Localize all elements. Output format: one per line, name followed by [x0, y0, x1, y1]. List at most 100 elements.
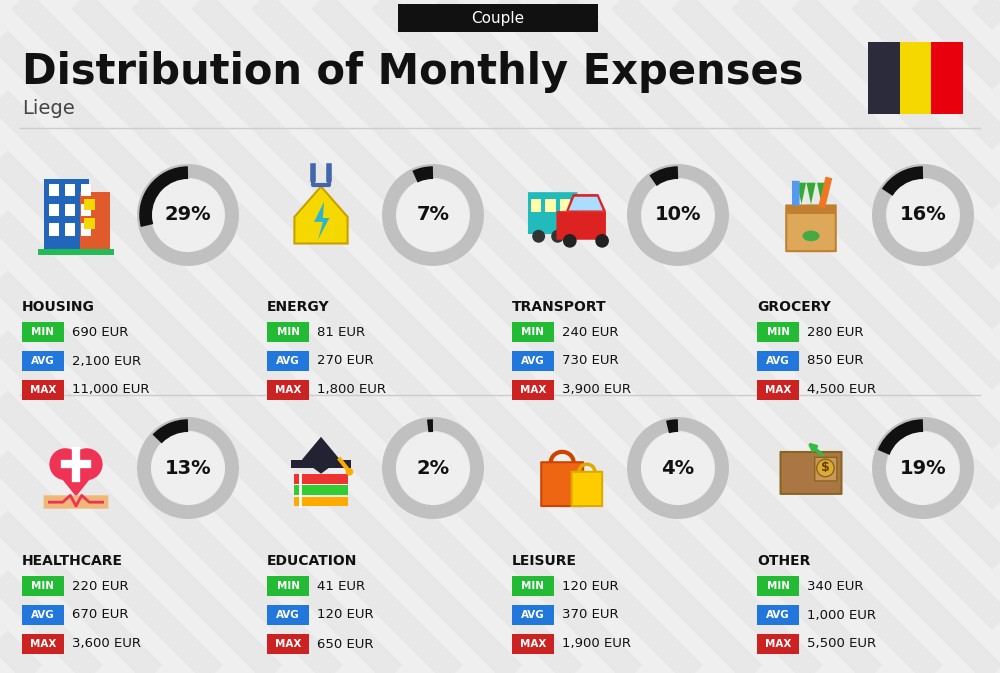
Polygon shape	[314, 202, 329, 240]
Text: 120 EUR: 120 EUR	[317, 608, 374, 621]
FancyBboxPatch shape	[781, 452, 841, 494]
Text: 3,900 EUR: 3,900 EUR	[562, 384, 631, 396]
Text: AVG: AVG	[31, 356, 55, 366]
FancyBboxPatch shape	[22, 605, 64, 625]
Polygon shape	[817, 182, 826, 205]
Text: 690 EUR: 690 EUR	[72, 326, 128, 339]
Text: 5,500 EUR: 5,500 EUR	[807, 637, 876, 651]
FancyBboxPatch shape	[22, 634, 64, 654]
Text: MIN: MIN	[32, 327, 54, 337]
Text: $: $	[821, 462, 830, 474]
FancyBboxPatch shape	[786, 205, 836, 214]
FancyBboxPatch shape	[49, 204, 59, 216]
Text: 730 EUR: 730 EUR	[562, 355, 619, 367]
Text: 270 EUR: 270 EUR	[317, 355, 374, 367]
FancyBboxPatch shape	[931, 42, 963, 114]
Text: 1,800 EUR: 1,800 EUR	[317, 384, 386, 396]
FancyBboxPatch shape	[512, 634, 554, 654]
Text: MAX: MAX	[520, 385, 546, 395]
FancyBboxPatch shape	[22, 351, 64, 371]
Text: 13%: 13%	[165, 458, 211, 478]
Text: EDUCATION: EDUCATION	[267, 554, 357, 568]
FancyBboxPatch shape	[65, 223, 75, 236]
FancyBboxPatch shape	[44, 179, 89, 251]
FancyBboxPatch shape	[84, 199, 95, 211]
FancyBboxPatch shape	[81, 223, 91, 236]
FancyBboxPatch shape	[294, 485, 348, 495]
Text: MIN: MIN	[32, 581, 54, 591]
Text: HEALTHCARE: HEALTHCARE	[22, 554, 123, 568]
Circle shape	[817, 459, 834, 476]
Text: AVG: AVG	[521, 610, 545, 620]
FancyBboxPatch shape	[38, 249, 114, 255]
FancyBboxPatch shape	[81, 184, 91, 196]
FancyBboxPatch shape	[531, 199, 541, 213]
Polygon shape	[806, 182, 816, 205]
Text: MIN: MIN	[767, 327, 790, 337]
Polygon shape	[302, 437, 340, 474]
Circle shape	[563, 234, 577, 248]
Text: 650 EUR: 650 EUR	[317, 637, 374, 651]
Text: 220 EUR: 220 EUR	[72, 579, 129, 592]
Text: 11,000 EUR: 11,000 EUR	[72, 384, 150, 396]
Circle shape	[346, 468, 353, 476]
FancyBboxPatch shape	[512, 322, 554, 342]
Text: 850 EUR: 850 EUR	[807, 355, 864, 367]
Text: AVG: AVG	[276, 610, 300, 620]
FancyBboxPatch shape	[84, 218, 95, 229]
FancyBboxPatch shape	[294, 497, 348, 506]
FancyBboxPatch shape	[545, 199, 556, 213]
Text: Liege: Liege	[22, 98, 75, 118]
FancyBboxPatch shape	[757, 576, 799, 596]
FancyBboxPatch shape	[267, 605, 309, 625]
FancyBboxPatch shape	[80, 192, 110, 249]
Circle shape	[49, 448, 81, 480]
FancyBboxPatch shape	[267, 576, 309, 596]
Circle shape	[595, 234, 609, 248]
FancyBboxPatch shape	[291, 460, 351, 468]
Text: MAX: MAX	[30, 385, 56, 395]
Text: HOUSING: HOUSING	[22, 300, 95, 314]
FancyBboxPatch shape	[900, 42, 931, 114]
Text: 340 EUR: 340 EUR	[807, 579, 864, 592]
Text: MAX: MAX	[765, 639, 791, 649]
Text: 29%: 29%	[165, 205, 211, 225]
Text: 10%: 10%	[655, 205, 701, 225]
FancyBboxPatch shape	[512, 576, 554, 596]
Circle shape	[397, 432, 469, 504]
FancyBboxPatch shape	[757, 380, 799, 400]
Text: Distribution of Monthly Expenses: Distribution of Monthly Expenses	[22, 51, 804, 93]
Circle shape	[532, 229, 545, 243]
Circle shape	[152, 432, 224, 504]
Circle shape	[642, 179, 714, 251]
FancyBboxPatch shape	[757, 634, 799, 654]
Text: MAX: MAX	[275, 639, 301, 649]
Text: OTHER: OTHER	[757, 554, 810, 568]
Text: 370 EUR: 370 EUR	[562, 608, 619, 621]
FancyBboxPatch shape	[81, 204, 91, 216]
Text: TRANSPORT: TRANSPORT	[512, 300, 607, 314]
FancyBboxPatch shape	[294, 474, 348, 484]
Text: 81 EUR: 81 EUR	[317, 326, 365, 339]
FancyBboxPatch shape	[868, 42, 900, 114]
FancyBboxPatch shape	[556, 211, 606, 240]
Text: AVG: AVG	[766, 610, 790, 620]
Text: 4%: 4%	[661, 458, 695, 478]
FancyBboxPatch shape	[22, 322, 64, 342]
Text: 120 EUR: 120 EUR	[562, 579, 619, 592]
Text: 280 EUR: 280 EUR	[807, 326, 864, 339]
Text: 670 EUR: 670 EUR	[72, 608, 128, 621]
FancyBboxPatch shape	[22, 576, 64, 596]
Polygon shape	[294, 186, 348, 244]
Text: 240 EUR: 240 EUR	[562, 326, 618, 339]
Text: AVG: AVG	[276, 356, 300, 366]
FancyBboxPatch shape	[44, 495, 108, 509]
Circle shape	[152, 179, 224, 251]
FancyBboxPatch shape	[267, 351, 309, 371]
Circle shape	[642, 432, 714, 504]
Text: MAX: MAX	[30, 639, 56, 649]
Text: 41 EUR: 41 EUR	[317, 579, 365, 592]
FancyBboxPatch shape	[541, 462, 583, 506]
FancyBboxPatch shape	[398, 4, 598, 32]
FancyBboxPatch shape	[792, 181, 800, 205]
